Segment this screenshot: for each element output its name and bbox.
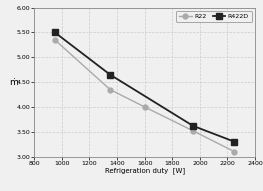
R422D	[109, 74, 112, 76]
Line: R422D: R422D	[52, 29, 238, 145]
R22	[191, 130, 195, 132]
Line: R22: R22	[53, 37, 237, 154]
Legend: R22, R422D: R22, R422D	[176, 11, 252, 22]
R22	[109, 88, 112, 91]
R422D	[53, 31, 57, 34]
R422D	[233, 141, 236, 143]
R22	[233, 151, 236, 153]
R22	[143, 106, 146, 108]
R422D	[191, 125, 195, 127]
R22	[53, 39, 57, 41]
X-axis label: Refrigeration duty  [W]: Refrigeration duty [W]	[105, 167, 185, 174]
Y-axis label: ṁ: ṁ	[9, 78, 18, 87]
